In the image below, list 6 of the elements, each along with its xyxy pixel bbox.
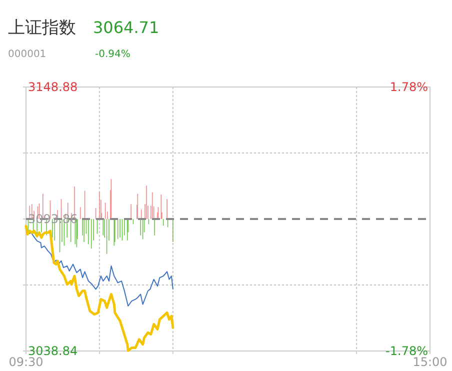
text: -0.94% (95, 49, 130, 60)
y2-tick-label: 1.78% (390, 80, 428, 94)
chart-title: 上证指数 (8, 18, 76, 38)
text: 3064.71 (93, 18, 160, 37)
chart-subtitle: 000001 (8, 49, 46, 60)
y-tick-label: 3148.88 (28, 80, 78, 94)
